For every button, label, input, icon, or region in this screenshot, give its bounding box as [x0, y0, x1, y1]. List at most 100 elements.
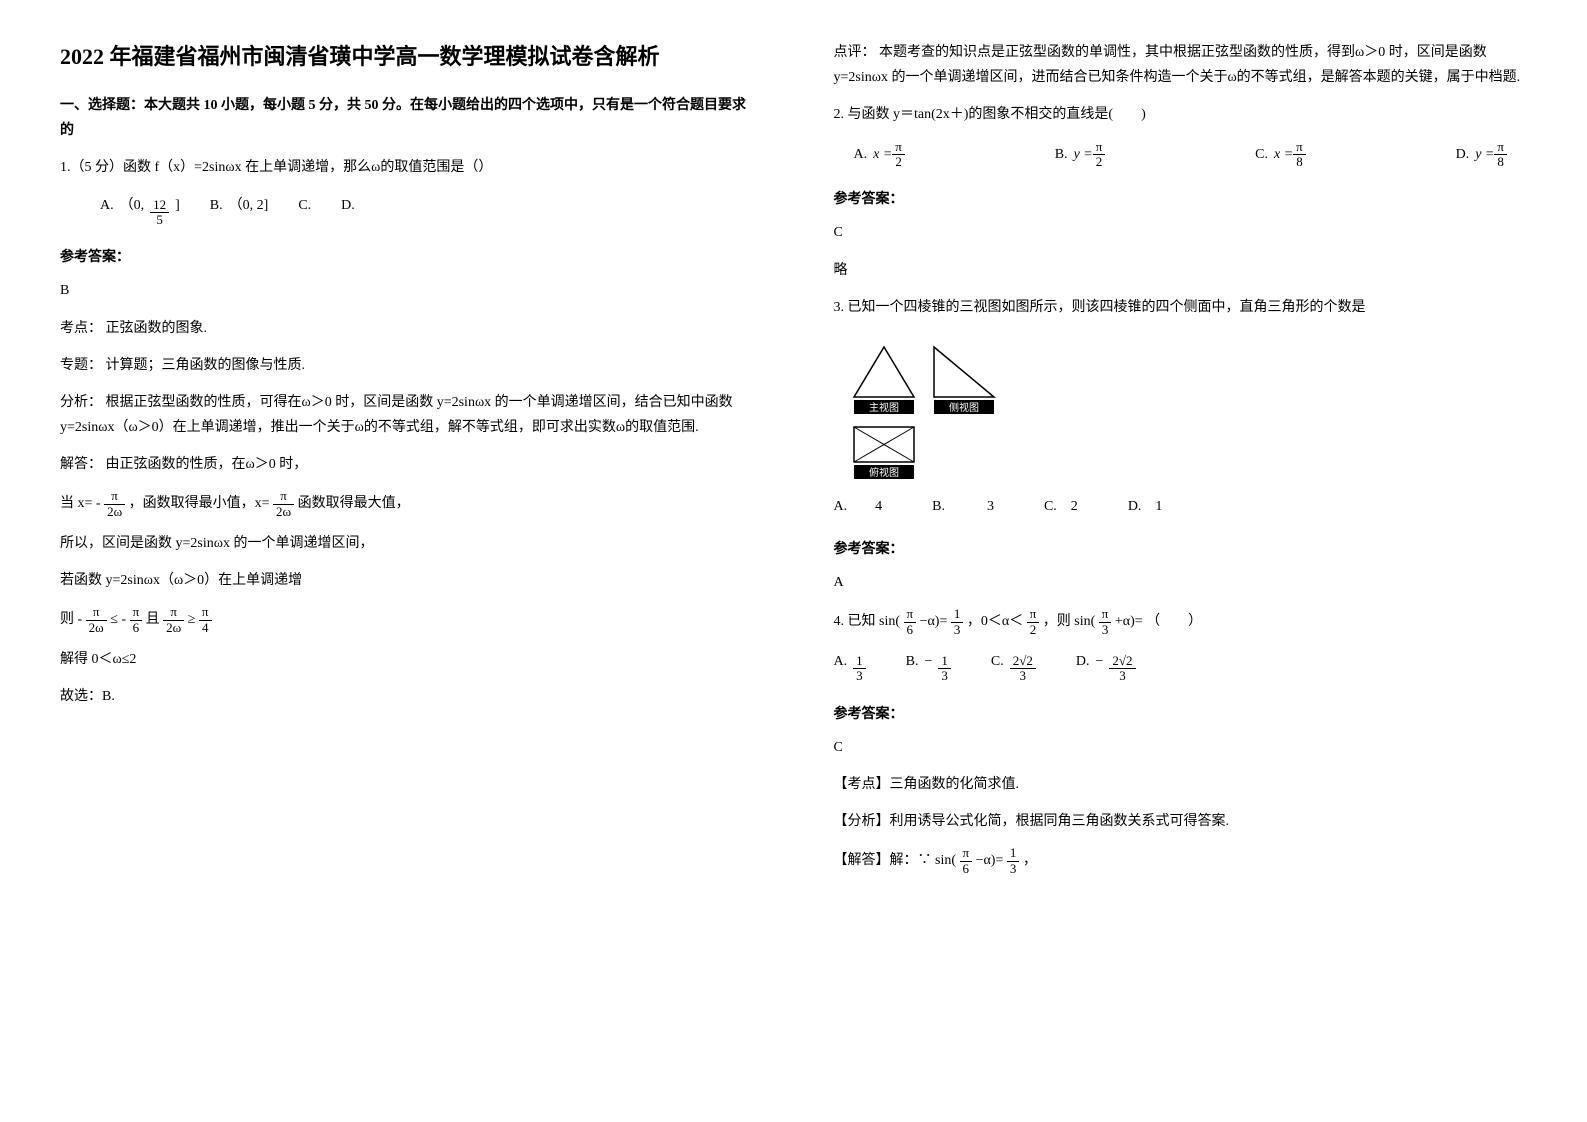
three-view-svg: 主视图 侧视图 俯视图: [834, 332, 1034, 482]
q1-jieda-line5: 解得 0＜ω≤2: [60, 647, 754, 672]
frac-num: π: [1099, 607, 1112, 622]
frac-num: π: [1093, 140, 1106, 155]
text: y =: [1074, 142, 1093, 167]
text: −: [1095, 649, 1103, 674]
fraction: π 2: [1093, 140, 1106, 170]
opt-label: A.: [834, 649, 848, 674]
frac-den: 2: [1093, 155, 1106, 169]
fraction: 2√2 3: [1010, 654, 1036, 684]
frac-den: 3: [1007, 862, 1020, 876]
q4-option-c: C. 2√2 3: [991, 649, 1036, 684]
q3-option-b: B. 3: [932, 494, 994, 519]
frac-den: 5: [150, 213, 169, 227]
frac-den: 3: [938, 669, 951, 683]
q1-jieda-line1: 当 x= - π 2ω ，函数取得最小值，x= π 2ω 函数取得最大值，: [60, 489, 754, 519]
frac-num: π: [904, 607, 917, 622]
q4-option-d: D. − 2√2 3: [1076, 649, 1136, 684]
q3-answer: A: [834, 570, 1528, 595]
opt-label: A.: [100, 193, 114, 218]
text: −α)=: [976, 853, 1004, 868]
frac-den: 3: [951, 623, 964, 637]
frac-num: π: [163, 605, 184, 620]
text: −: [924, 649, 932, 674]
frac-den: 2: [1027, 623, 1040, 637]
q2-option-a: A. x = π 2: [854, 140, 905, 170]
question-4: 4. 已知 sin( π 6 −α)= 1 3 ，0＜α＜ π 2 ，则 sin…: [834, 607, 1528, 683]
frac-num: π: [130, 605, 143, 620]
q4-kaodian: 【考点】三角函数的化简求值.: [834, 772, 1528, 797]
fraction: π 6: [904, 607, 917, 637]
q4-text: 4. 已知 sin( π 6 −α)= 1 3 ，0＜α＜ π 2 ，则 sin…: [834, 607, 1528, 637]
text: ，0＜α＜: [967, 614, 1027, 629]
q1-jieda-line4: 则 - π 2ω ≤ - π 6 且 π 2ω ≥ π 4: [60, 605, 754, 635]
q2-lue: 略: [834, 258, 1528, 283]
q1-fenxi: 分析： 根据正弦型函数的性质，可得在ω＞0 时，区间是函数 y=2sinωx 的…: [60, 390, 754, 440]
text: 当 x= -: [60, 496, 104, 511]
q1-jieda-intro: 解答： 由正弦函数的性质，在ω＞0 时，: [60, 452, 754, 477]
text: 【解答】解：∵: [834, 853, 932, 868]
text: 则 -: [60, 612, 86, 627]
q1-option-a: A. （0, 12 5 ]: [100, 193, 180, 228]
question-3: 3. 已知一个四棱锥的三视图如图所示，则该四棱锥的四个侧面中，直角三角形的个数是…: [834, 295, 1528, 519]
q3-option-c: C. 2: [1044, 494, 1078, 519]
fraction: 2√2 3: [1109, 654, 1135, 684]
frac-num: π: [892, 140, 905, 155]
frac-num: 2√2: [1010, 654, 1036, 669]
fraction: 1 3: [951, 607, 964, 637]
fraction: 1 3: [938, 654, 951, 684]
q1-options: A. （0, 12 5 ] B. （0, 2] C. D.: [100, 193, 754, 228]
frac-den: 3: [1099, 623, 1112, 637]
text: y =: [1475, 142, 1494, 167]
front-view-label: 主视图: [869, 401, 899, 414]
text: 函数取得最大值，: [298, 496, 410, 511]
frac-den: 6: [960, 862, 973, 876]
frac-den: 6: [904, 623, 917, 637]
frac-den: 3: [1109, 669, 1135, 683]
q4-fenxi: 【分析】利用诱导公式化简，根据同角三角函数关系式可得答案.: [834, 809, 1528, 834]
fraction: 1 3: [1007, 846, 1020, 876]
opt-label: D.: [341, 193, 355, 218]
fraction: π 2ω: [86, 605, 107, 635]
frac-den: 3: [1010, 669, 1036, 683]
frac-num: π: [1027, 607, 1040, 622]
q2-options: A. x = π 2 B. y = π: [834, 140, 1528, 170]
frac-den: 2ω: [104, 505, 125, 519]
q4-jieda: 【解答】解：∵ sin( π 6 −α)= 1 3 ，: [834, 846, 1528, 876]
q1-dianping: 点评： 本题考查的知识点是正弦型函数的单调性，其中根据正弦型函数的性质，得到ω＞…: [834, 40, 1528, 90]
text: ≥: [188, 612, 199, 627]
opt-text: ]: [175, 193, 180, 218]
opt-label: B.: [906, 649, 919, 674]
fraction: π 4: [199, 605, 212, 635]
frac-num: 12: [150, 198, 169, 213]
q4-answer-label: 参考答案：: [834, 702, 1528, 727]
frac-num: π: [1293, 140, 1306, 155]
frac-num: π: [86, 605, 107, 620]
frac-den: 6: [130, 621, 143, 635]
text: x =: [1274, 142, 1293, 167]
text: −α)=: [920, 614, 951, 629]
opt-label: C.: [298, 193, 311, 218]
question-2: 2. 与函数 y＝tan(2x＋)的图象不相交的直线是( ) A. x = π …: [834, 102, 1528, 169]
fraction: π 2ω: [163, 605, 184, 635]
frac-num: 1: [938, 654, 951, 669]
frac-den: 4: [199, 621, 212, 635]
q3-options: A. 4 B. 3 C. 2 D. 1: [834, 494, 1528, 519]
opt-label: D.: [1076, 649, 1090, 674]
opt-text: （0,: [120, 193, 145, 218]
q1-answer-label: 参考答案：: [60, 245, 754, 270]
fraction: π 2ω: [104, 489, 125, 519]
q4-answer: C: [834, 735, 1528, 760]
q1-option-b: B. （0, 2]: [210, 193, 269, 218]
q3-answer-label: 参考答案：: [834, 537, 1528, 562]
fraction: π 2ω: [273, 489, 294, 519]
text: ，则 sin(: [1043, 614, 1096, 629]
q3-option-a: A. 4: [834, 494, 883, 519]
text: ，: [1023, 853, 1037, 868]
fraction: 1 3: [853, 654, 866, 684]
q2-answer: C: [834, 220, 1528, 245]
q2-option-d: D. y = π 8: [1456, 140, 1507, 170]
frac-num: π: [960, 846, 973, 861]
top-view-label: 俯视图: [869, 466, 899, 479]
page-title: 2022 年福建省福州市闽清省璜中学高一数学理模拟试卷含解析: [60, 40, 754, 73]
fraction: 12 5: [150, 198, 169, 228]
